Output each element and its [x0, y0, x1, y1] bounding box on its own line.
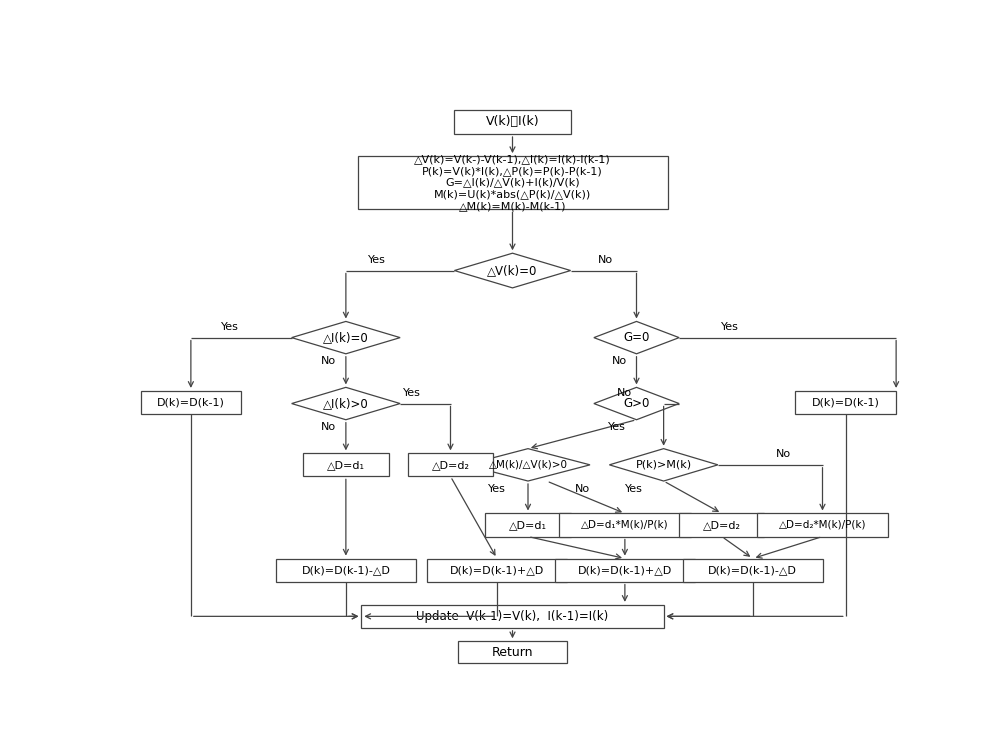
FancyBboxPatch shape	[683, 559, 823, 581]
Text: △V(k)=V(k-)-V(k-1),△I(k)=I(k)-I(k-1)
P(k)=V(k)*I(k),△P(k)=P(k)-P(k-1)
G=△I(k)/△V: △V(k)=V(k-)-V(k-1),△I(k)=I(k)-I(k-1) P(k…	[414, 155, 611, 211]
Text: △D=d₂*M(k)/P(k): △D=d₂*M(k)/P(k)	[779, 520, 866, 530]
Text: Yes: Yes	[721, 322, 738, 332]
Text: No: No	[321, 421, 336, 432]
Text: No: No	[617, 388, 632, 398]
Text: △I(k)=0: △I(k)=0	[323, 331, 369, 344]
Text: △D=d₁*M(k)/P(k): △D=d₁*M(k)/P(k)	[581, 520, 669, 530]
Polygon shape	[466, 448, 590, 481]
Text: △V(k)=0: △V(k)=0	[487, 264, 538, 277]
FancyBboxPatch shape	[427, 559, 567, 581]
Text: △M(k)/△V(k)>0: △M(k)/△V(k)>0	[488, 460, 568, 470]
Text: D(k)=D(k-1)-△D: D(k)=D(k-1)-△D	[301, 565, 390, 575]
FancyBboxPatch shape	[458, 641, 567, 663]
Polygon shape	[594, 388, 679, 420]
Text: Update  V(k-1)=V(k),  I(k-1)=I(k): Update V(k-1)=V(k), I(k-1)=I(k)	[416, 610, 609, 623]
Text: No: No	[598, 255, 613, 265]
Text: D(k)=D(k-1)+△D: D(k)=D(k-1)+△D	[450, 565, 544, 575]
Text: Yes: Yes	[368, 255, 386, 265]
FancyBboxPatch shape	[559, 514, 691, 536]
Text: Yes: Yes	[625, 484, 643, 494]
Text: △D=d₂: △D=d₂	[432, 460, 470, 470]
Polygon shape	[609, 448, 718, 481]
Text: Yes: Yes	[403, 388, 421, 398]
Text: No: No	[776, 449, 791, 460]
Text: G=0: G=0	[623, 331, 650, 344]
Text: Yes: Yes	[608, 421, 626, 432]
Text: Yes: Yes	[488, 484, 506, 494]
Text: G>0: G>0	[623, 397, 650, 410]
Text: No: No	[321, 356, 336, 366]
Text: Yes: Yes	[221, 322, 239, 332]
Text: △D=d₂: △D=d₂	[703, 520, 741, 530]
Polygon shape	[292, 388, 400, 420]
FancyBboxPatch shape	[276, 559, 416, 581]
FancyBboxPatch shape	[454, 110, 571, 134]
Text: D(k)=D(k-1)+△D: D(k)=D(k-1)+△D	[578, 565, 672, 575]
Text: △D=d₁: △D=d₁	[509, 520, 547, 530]
Text: No: No	[612, 356, 627, 366]
Polygon shape	[292, 321, 400, 354]
FancyBboxPatch shape	[757, 514, 888, 536]
Text: △I(k)>0: △I(k)>0	[323, 397, 369, 410]
Polygon shape	[594, 321, 679, 354]
Text: Return: Return	[492, 646, 533, 659]
Text: P(k)>M(k): P(k)>M(k)	[636, 460, 692, 470]
Text: D(k)=D(k-1)-△D: D(k)=D(k-1)-△D	[708, 565, 797, 575]
FancyBboxPatch shape	[140, 391, 241, 414]
Text: △D=d₁: △D=d₁	[327, 460, 365, 470]
Text: D(k)=D(k-1): D(k)=D(k-1)	[812, 397, 880, 407]
FancyBboxPatch shape	[408, 454, 493, 476]
FancyBboxPatch shape	[303, 454, 388, 476]
FancyBboxPatch shape	[485, 514, 571, 536]
FancyBboxPatch shape	[679, 514, 764, 536]
FancyBboxPatch shape	[361, 605, 664, 628]
FancyBboxPatch shape	[555, 559, 695, 581]
FancyBboxPatch shape	[795, 391, 896, 414]
Text: D(k)=D(k-1): D(k)=D(k-1)	[157, 397, 225, 407]
Text: V(k)、I(k): V(k)、I(k)	[486, 116, 539, 128]
Text: No: No	[575, 484, 590, 494]
FancyBboxPatch shape	[358, 156, 668, 210]
Polygon shape	[454, 253, 571, 288]
